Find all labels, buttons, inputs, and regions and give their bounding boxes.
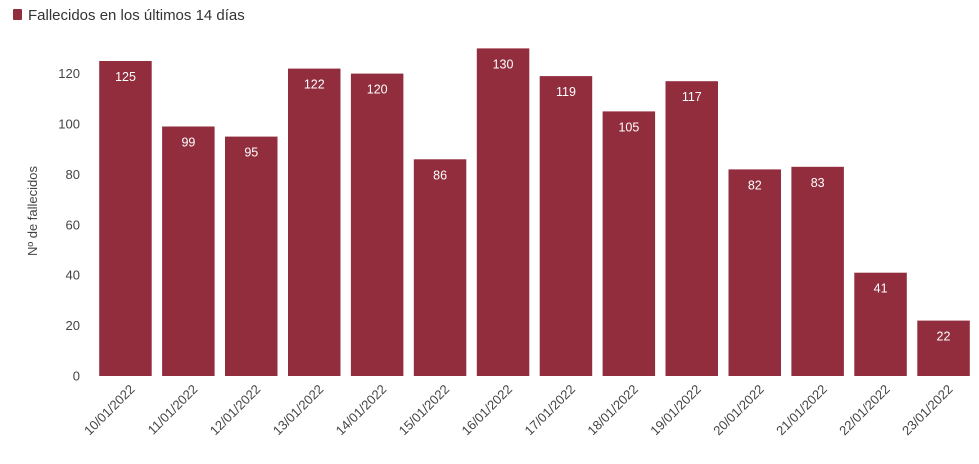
bar <box>854 272 907 376</box>
bar <box>99 61 152 376</box>
bar-value-label: 125 <box>115 70 136 84</box>
x-tick-label: 17/01/2022 <box>521 382 578 439</box>
bar <box>665 81 718 376</box>
y-tick-label: 80 <box>66 167 80 182</box>
y-tick-label: 20 <box>66 318 80 333</box>
bar <box>917 320 970 376</box>
bar-value-label: 41 <box>874 282 888 296</box>
bar <box>225 136 278 376</box>
bar-value-label: 95 <box>244 146 258 160</box>
x-tick-label: 15/01/2022 <box>396 382 453 439</box>
bar <box>413 159 467 376</box>
bar-value-label: 117 <box>682 90 702 104</box>
legend: Fallecidos en los últimos 14 días <box>13 7 245 24</box>
bar-value-label: 86 <box>433 168 447 182</box>
x-tick-label: 10/01/2022 <box>81 382 138 439</box>
x-tick-label: 23/01/2022 <box>899 382 956 439</box>
bar-value-label: 22 <box>937 330 951 344</box>
legend-swatch <box>13 9 22 20</box>
bars <box>99 48 970 377</box>
x-tick-label: 14/01/2022 <box>333 382 390 439</box>
x-tick-label: 20/01/2022 <box>710 382 767 439</box>
x-tick-label: 13/01/2022 <box>270 382 327 439</box>
x-axis-ticks: 10/01/2022 11/01/2022 12/01/2022 13/01/2022… <box>81 382 956 439</box>
bar-value-label: 105 <box>618 120 639 134</box>
bar <box>350 73 404 376</box>
bar-value-label: 122 <box>304 78 325 92</box>
bar <box>602 111 656 377</box>
bar <box>476 48 530 377</box>
bar-value-label: 83 <box>811 176 825 190</box>
x-tick-label: 16/01/2022 <box>458 382 515 439</box>
y-tick-label: 100 <box>58 117 80 132</box>
bar <box>728 169 781 376</box>
y-axis-ticks: 0 20 40 60 80 100 120 <box>58 66 80 383</box>
legend-label: Fallecidos en los últimos 14 días <box>28 7 245 24</box>
y-axis-label: Nº de fallecidos <box>25 165 40 256</box>
bar-value-label: 99 <box>181 136 195 150</box>
x-tick-label: 12/01/2022 <box>207 382 264 439</box>
bar <box>288 68 341 376</box>
x-tick-label: 21/01/2022 <box>773 382 830 439</box>
y-tick-label: 60 <box>66 217 80 232</box>
x-tick-label: 19/01/2022 <box>647 382 704 439</box>
bar <box>162 126 215 376</box>
bar-value-label: 82 <box>748 178 762 192</box>
y-tick-label: 40 <box>66 268 80 283</box>
bar <box>791 166 844 376</box>
data-labels: 125 99 95 122 120 86 130 119 105 117 82 83 41 22 <box>115 57 950 343</box>
y-tick-label: 0 <box>73 369 80 384</box>
bar-value-label: 119 <box>556 85 576 99</box>
bar-value-label: 130 <box>493 57 514 71</box>
y-tick-label: 120 <box>58 66 80 81</box>
x-tick-label: 18/01/2022 <box>584 382 641 439</box>
x-tick-label: 22/01/2022 <box>836 382 893 439</box>
bar <box>539 76 593 376</box>
x-tick-label: 11/01/2022 <box>145 382 201 438</box>
bar-value-label: 120 <box>367 83 388 97</box>
